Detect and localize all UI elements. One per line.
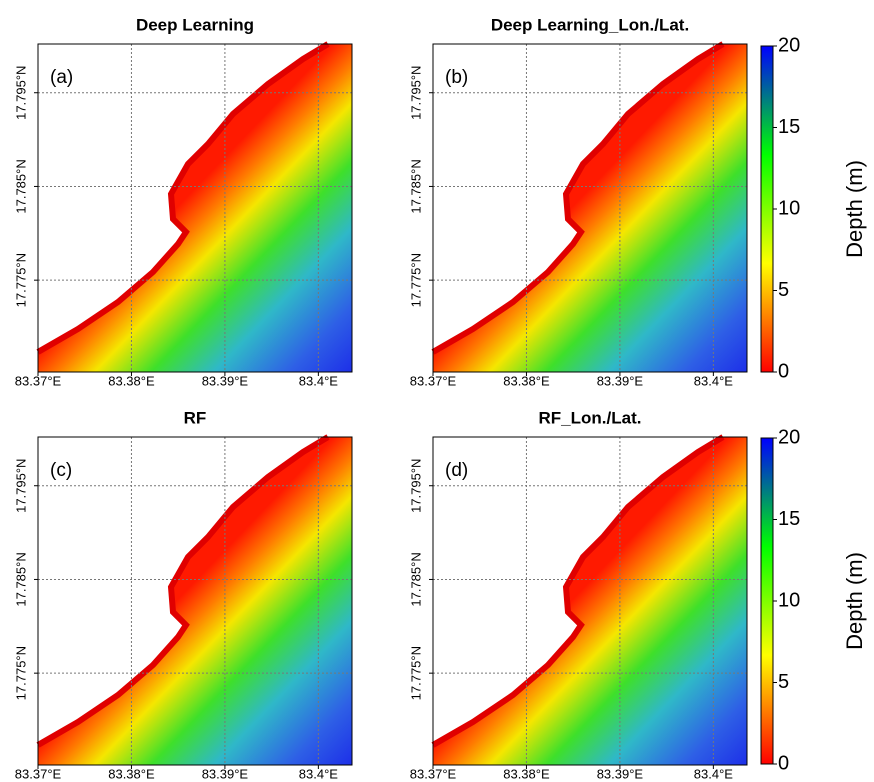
axes-frame (37, 436, 353, 766)
panel-label: (a) (50, 67, 73, 88)
colorbar-tick-label: 10 (778, 197, 800, 219)
x-tick-label: 83.39°E (202, 766, 249, 781)
x-tick-label: 83.38°E (108, 766, 155, 781)
colorbar-label: Depth (m) (842, 552, 867, 650)
y-tick-label: 17.785°N (408, 159, 423, 213)
colorbar-tick-label: 5 (778, 671, 789, 693)
colorbar-tick-label: 20 (778, 34, 800, 56)
panel-title: Deep Learning (136, 15, 254, 34)
x-tick-label: 83.37°E (15, 373, 62, 388)
y-tick-label: 17.775°N (13, 253, 28, 307)
x-tick-label: 83.37°E (15, 766, 62, 781)
depth-field (38, 44, 352, 372)
y-tick-label: 17.795°N (408, 66, 423, 120)
y-tick-label: 17.795°N (13, 459, 28, 513)
colorbar-tick-label: 0 (778, 752, 789, 774)
depth-field (433, 44, 747, 372)
x-tick-label: 83.4°E (299, 373, 339, 388)
panel-label: (d) (445, 460, 468, 481)
colorbar-tick-label: 5 (778, 279, 789, 301)
colorbar (760, 45, 774, 373)
panel-label: (b) (445, 67, 468, 88)
y-tick-label: 17.785°N (13, 159, 28, 213)
x-tick-label: 83.39°E (202, 373, 249, 388)
colorbar-tick-label: 0 (778, 360, 789, 382)
axes-frame (432, 436, 748, 766)
y-tick-label: 17.775°N (13, 646, 28, 700)
colorbar (760, 437, 774, 765)
x-tick-label: 83.39°E (597, 373, 644, 388)
depth-field (38, 437, 352, 765)
coastline (36, 41, 330, 355)
x-tick-label: 83.4°E (694, 766, 734, 781)
panel-label: (c) (50, 460, 72, 481)
x-tick-label: 83.38°E (503, 766, 550, 781)
x-tick-label: 83.4°E (694, 373, 734, 388)
y-tick-label: 17.785°N (13, 552, 28, 606)
y-tick-label: 17.795°N (13, 66, 28, 120)
axes-frame (37, 43, 353, 373)
panel-title: RF_Lon./Lat. (539, 408, 642, 427)
y-tick-label: 17.775°N (408, 253, 423, 307)
x-tick-label: 83.4°E (299, 766, 339, 781)
coastline (431, 41, 725, 355)
panel-title: RF (184, 408, 207, 427)
colorbar-label: Depth (m) (842, 160, 867, 258)
colorbar-tick-label: 20 (778, 426, 800, 448)
y-tick-label: 17.785°N (408, 552, 423, 606)
depth-field (433, 437, 747, 765)
colorbar-tick-label: 15 (778, 116, 800, 138)
x-tick-label: 83.38°E (503, 373, 550, 388)
coastline (36, 434, 330, 748)
y-tick-label: 17.795°N (408, 459, 423, 513)
x-tick-label: 83.39°E (597, 766, 644, 781)
y-tick-label: 17.775°N (408, 646, 423, 700)
x-tick-label: 83.38°E (108, 373, 155, 388)
panel-title: Deep Learning_Lon./Lat. (491, 15, 689, 34)
x-tick-label: 83.37°E (410, 766, 457, 781)
x-tick-label: 83.37°E (410, 373, 457, 388)
axes-frame (432, 43, 748, 373)
coastline (431, 434, 725, 748)
colorbar-tick-label: 15 (778, 508, 800, 530)
colorbar-tick-label: 10 (778, 589, 800, 611)
